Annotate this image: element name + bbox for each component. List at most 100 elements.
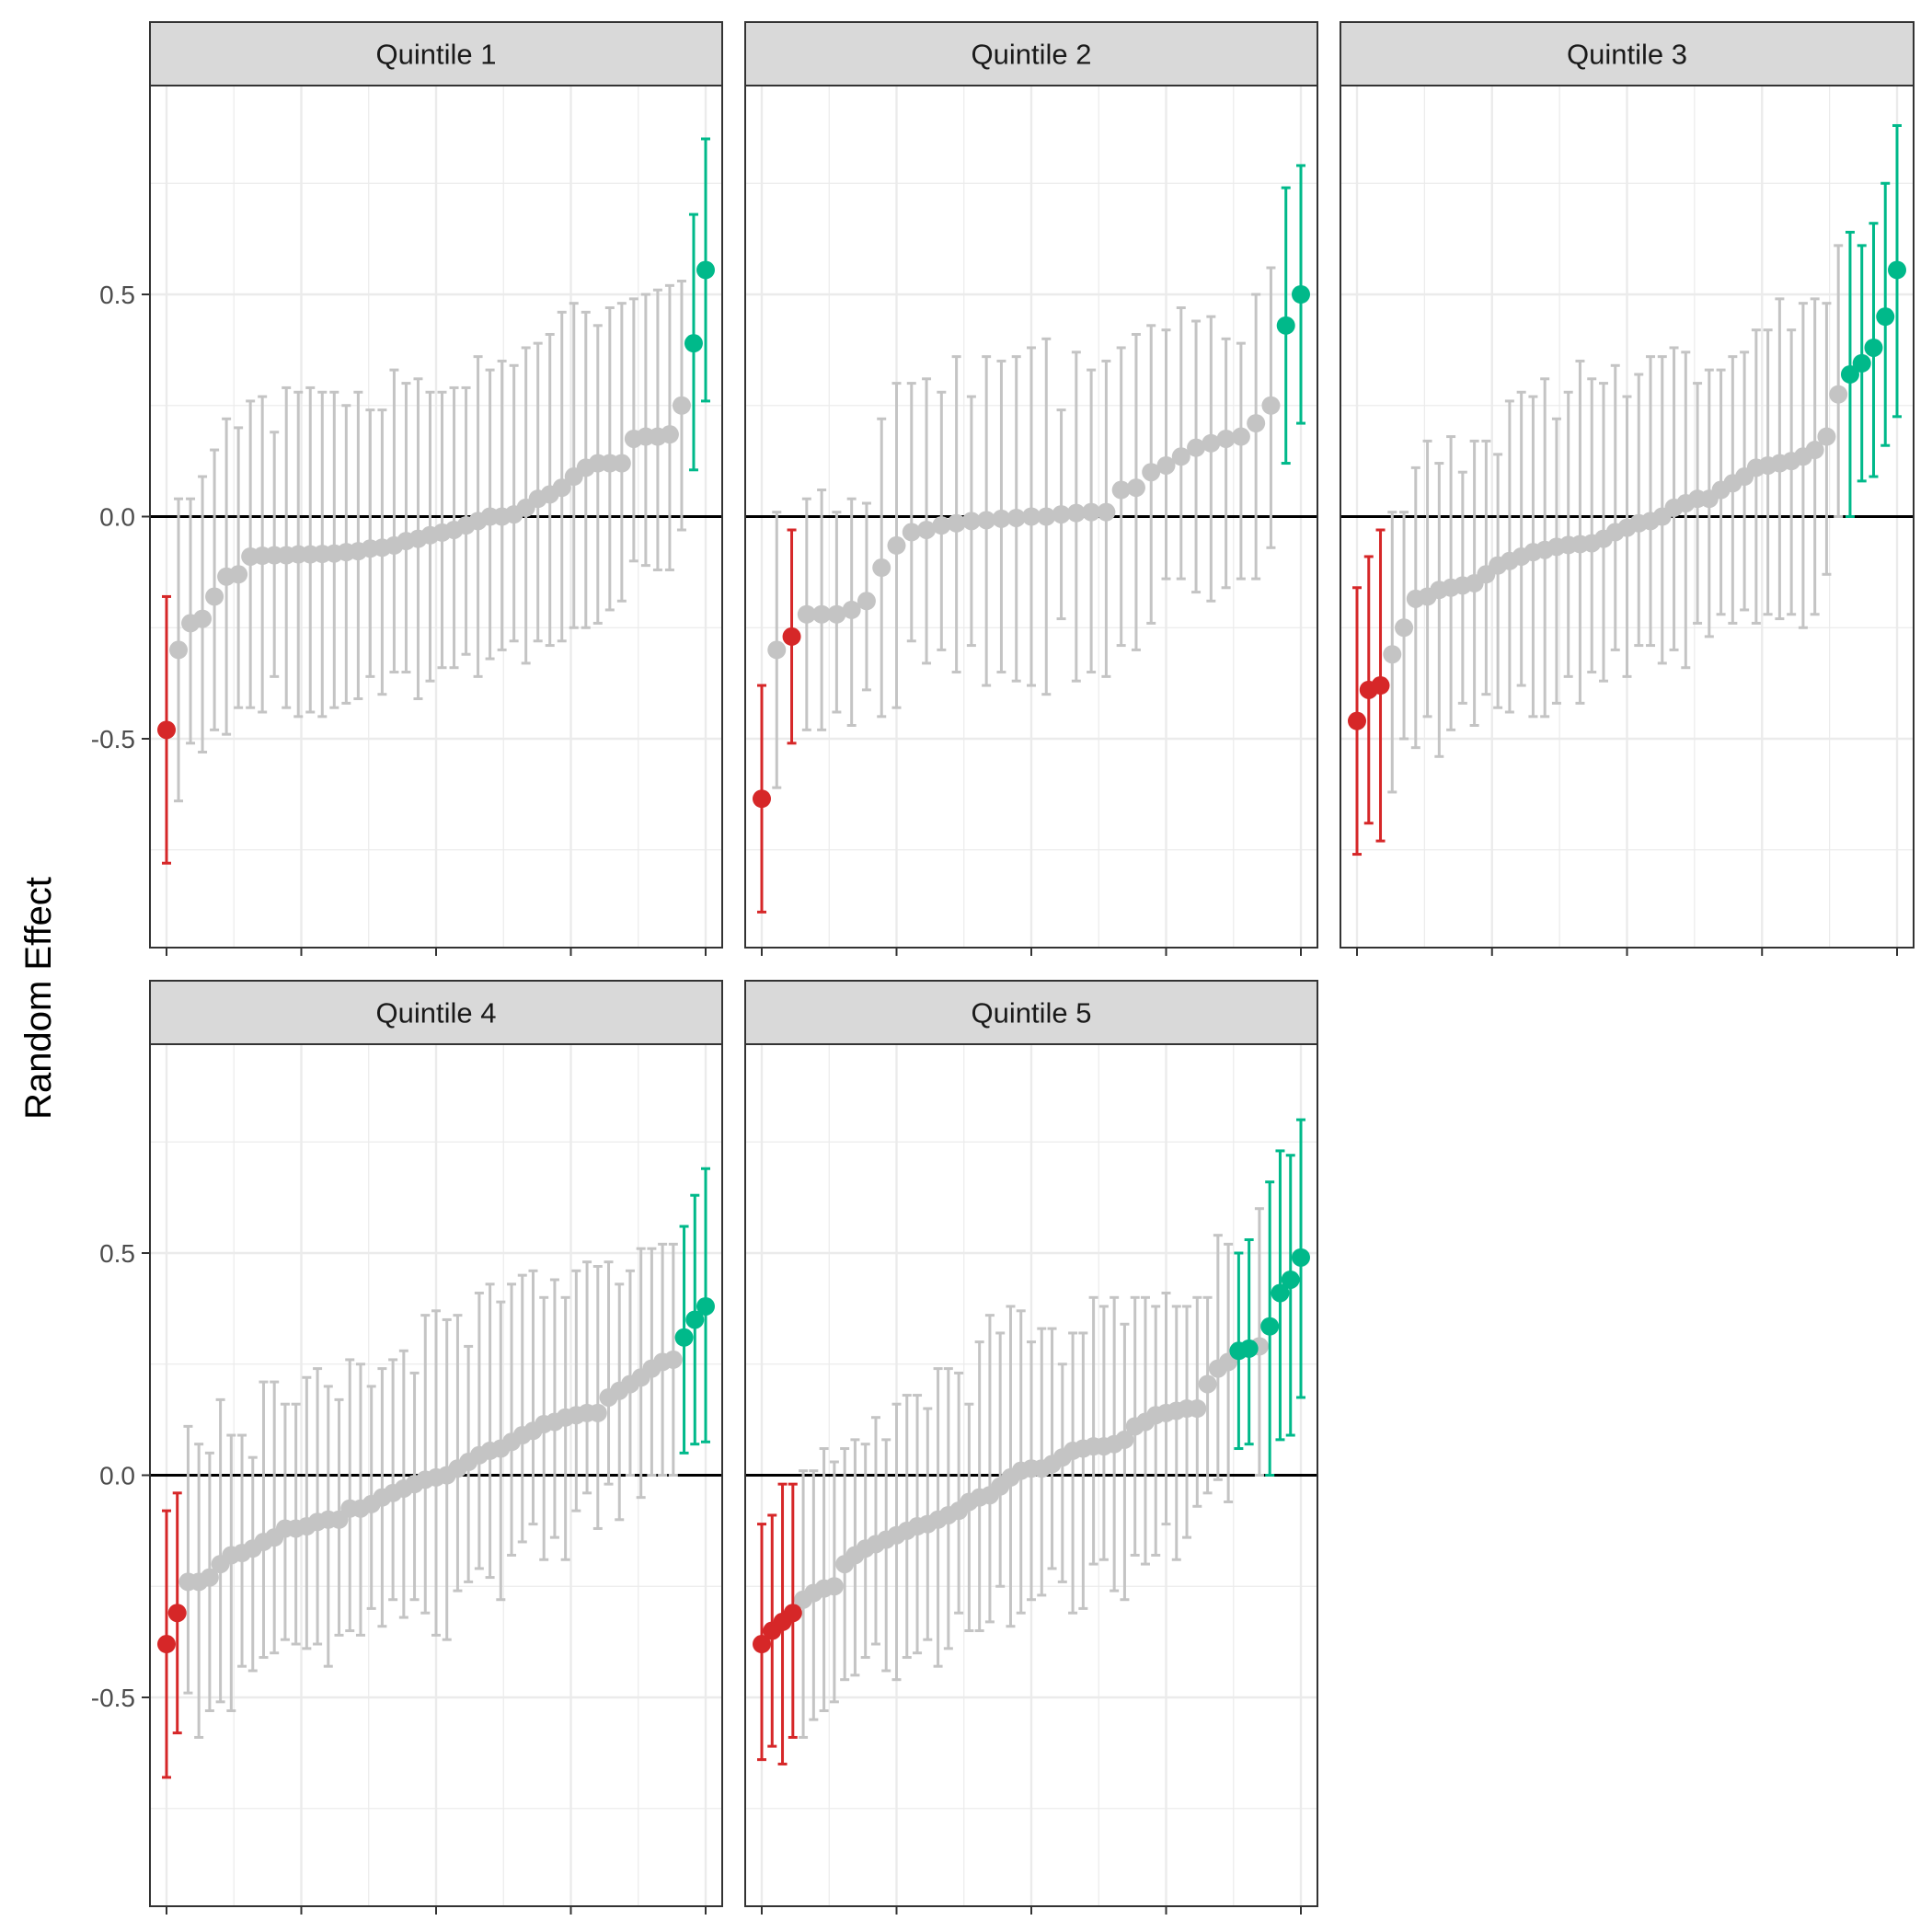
estimate-point [1805, 441, 1824, 460]
estimate-point [932, 516, 951, 535]
estimate-point [1292, 1248, 1310, 1267]
facet-panel: Quintile 2 [744, 21, 1318, 956]
estimate-point [1888, 260, 1906, 280]
estimate-point [797, 604, 816, 624]
estimate-point [827, 604, 846, 624]
estimate-point [1239, 1339, 1259, 1358]
facet-panel: Quintile 5 [744, 980, 1318, 1915]
estimate-point [205, 587, 224, 606]
estimate-point [157, 720, 176, 740]
estimate-point [824, 1577, 844, 1596]
estimate-point [1864, 338, 1883, 357]
y-tick-label: -0.5 [91, 725, 135, 753]
estimate-point [842, 600, 861, 619]
estimate-point [947, 513, 966, 533]
estimate-point [1142, 463, 1161, 482]
facet-strip-label: Quintile 1 [376, 39, 497, 71]
estimate-point [1829, 385, 1848, 404]
estimate-point [783, 1604, 802, 1623]
estimate-point [753, 789, 771, 809]
estimate-point [902, 523, 921, 542]
estimate-point [552, 478, 571, 498]
estimate-point [1097, 502, 1116, 522]
y-tick-label: 0.0 [99, 503, 135, 532]
estimate-point [1261, 396, 1281, 415]
estimate-point [1111, 480, 1131, 500]
estimate-point [1231, 427, 1250, 446]
estimate-point [1171, 447, 1190, 466]
facet-strip [1340, 21, 1915, 86]
estimate-point [1052, 505, 1071, 524]
estimate-point [157, 1635, 176, 1654]
estimate-point [1271, 1283, 1290, 1303]
estimate-point [782, 627, 801, 646]
estimate-point [696, 260, 715, 280]
facet-strip-label: Quintile 4 [376, 997, 497, 1029]
estimate-point [753, 1635, 771, 1654]
estimate-point [961, 512, 981, 531]
estimate-point [663, 1350, 683, 1369]
facet-strip-label: Quintile 2 [972, 39, 1092, 71]
estimate-point [1037, 507, 1056, 526]
y-axis-title: Random Effect [18, 877, 59, 1120]
estimate-point [1281, 1270, 1300, 1289]
estimate-point [977, 511, 996, 530]
estimate-point [1840, 364, 1859, 384]
estimate-point [992, 509, 1011, 528]
estimate-point [1876, 307, 1895, 327]
estimate-point [1348, 711, 1366, 730]
estimate-point [767, 640, 787, 660]
y-tick-label: 0.5 [99, 281, 135, 309]
y-tick-label: 0.0 [99, 1462, 135, 1490]
facet-panel: Quintile 3 [1340, 21, 1915, 956]
estimate-point [1216, 429, 1236, 448]
estimate-point [200, 1568, 219, 1587]
estimate-point [1188, 1399, 1207, 1419]
estimate-point [588, 1403, 607, 1422]
estimate-point [1292, 285, 1310, 305]
estimate-point [167, 1604, 187, 1623]
facet-panel: Quintile 4 -0.5 0.0 0.5 [91, 980, 723, 1915]
estimate-point [1082, 502, 1101, 522]
estimate-point [1066, 503, 1086, 523]
estimate-point [1371, 676, 1390, 696]
estimate-point [887, 535, 906, 555]
estimate-point [1817, 427, 1836, 446]
estimate-point [193, 609, 213, 628]
estimate-point [169, 640, 189, 660]
estimate-point [685, 1310, 705, 1329]
estimate-point [696, 1296, 715, 1316]
estimate-point [660, 425, 679, 444]
estimate-point [1852, 353, 1871, 373]
facet-strip-label: Quintile 3 [1567, 39, 1687, 71]
estimate-point [612, 454, 631, 473]
estimate-point [812, 604, 832, 624]
estimate-point [684, 334, 703, 353]
estimate-point [917, 520, 937, 539]
estimate-point [1276, 316, 1295, 335]
y-tick-label: 0.5 [99, 1239, 135, 1268]
estimate-point [674, 1328, 694, 1347]
estimate-point [1187, 438, 1206, 457]
facet-strip [744, 980, 1318, 1045]
estimate-point [872, 558, 891, 578]
facet-panel: Quintile 1 -0.5 0.0 0.5 [91, 21, 723, 956]
estimate-point [857, 592, 876, 611]
estimate-point [1156, 455, 1176, 475]
facet-strip [149, 980, 723, 1045]
estimate-point [1126, 478, 1145, 498]
estimate-point [1383, 645, 1402, 664]
estimate-point [1006, 508, 1026, 527]
estimate-point [229, 565, 248, 584]
facet-strip [744, 21, 1318, 86]
estimate-point [672, 396, 691, 415]
estimate-point [1395, 618, 1414, 638]
estimate-point [1202, 433, 1221, 453]
facet-strip-label: Quintile 5 [972, 997, 1092, 1029]
y-tick-label: -0.5 [91, 1684, 135, 1712]
estimate-point [1115, 1430, 1134, 1449]
estimate-point [1022, 507, 1041, 526]
estimate-point [1247, 414, 1266, 433]
